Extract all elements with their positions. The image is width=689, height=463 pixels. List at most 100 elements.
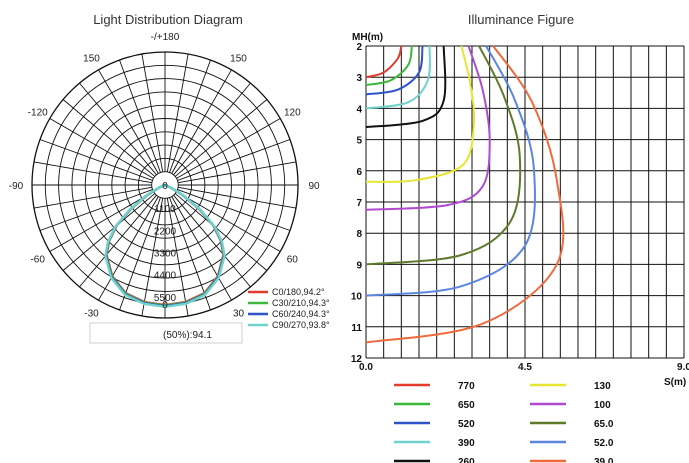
polar-legend-label: C60/240,94.3° — [272, 309, 330, 319]
polar-radial-label: 0 — [162, 181, 168, 192]
polar-angle-label: 60 — [287, 255, 299, 266]
polar-angle-label: -/+180 — [151, 32, 180, 43]
polar-angle-label: 30 — [233, 308, 245, 319]
polar-angle-label: 150 — [230, 54, 247, 65]
y-tick-label: 6 — [356, 167, 362, 178]
isolux-curve-770 — [365, 45, 403, 79]
polar-spoke — [176, 118, 281, 179]
x-tick-label: 4.5 — [518, 362, 532, 373]
polar-spoke — [174, 99, 268, 177]
isolux-curve-65.0 — [365, 45, 522, 266]
polar-spoke — [49, 191, 154, 252]
polar-radial-label: 1100 — [154, 204, 176, 215]
polar-angle-label: 150 — [83, 54, 100, 65]
isolux-curve-650 — [365, 45, 413, 86]
y-tick-label: 9 — [356, 260, 362, 271]
isolux-curve-100 — [365, 45, 491, 211]
illuminance-legend-label: 52.0 — [594, 438, 614, 449]
polar-radial-label: 4400 — [154, 271, 177, 282]
polar-spoke — [98, 69, 159, 174]
illuminance-title: Illuminance Figure — [468, 12, 574, 27]
polar-spoke — [169, 197, 211, 311]
illuminance-curves — [365, 45, 565, 344]
polar-spoke — [178, 161, 297, 184]
polar-spoke — [33, 161, 152, 184]
polar-spoke — [176, 191, 281, 252]
x-axis-label: S(m) — [664, 377, 686, 388]
polar-spoke — [39, 139, 153, 181]
y-tick-label: 3 — [356, 73, 362, 84]
polar-spoke — [174, 193, 268, 271]
polar-curve-3 — [104, 184, 226, 308]
illuminance-legend: 770 650 520 390 260 130 100 65.0 52.0 39.0 — [394, 381, 614, 463]
polar-legend-label: C30/210,94.3° — [272, 298, 330, 308]
illuminance-ticks: 2 3 4 5 6 7 8 9 10 11 120.0 4.5 9.0 — [351, 42, 689, 373]
illuminance-legend-label: 520 — [458, 419, 475, 430]
x-tick-label: 0.0 — [359, 362, 373, 373]
polar-angle-label: 90 — [308, 181, 320, 192]
polar-angle-label: -90 — [9, 181, 24, 192]
polar-spoke — [166, 198, 189, 317]
illuminance-legend-label: 770 — [458, 381, 475, 392]
polar-spoke — [62, 193, 156, 271]
polar-angle-label: -30 — [84, 308, 99, 319]
polar-spoke — [62, 99, 156, 177]
polar-grid — [31, 51, 299, 319]
y-tick-label: 2 — [356, 42, 362, 53]
illuminance-grid — [365, 45, 685, 359]
y-tick-label: 4 — [356, 104, 362, 115]
y-tick-label: 11 — [351, 323, 362, 334]
polar-angle-labels: -/+180 150 150 120 -120 -90 90 -60 60 -30 30 0 — [9, 32, 320, 319]
polar-radial-label: 2200 — [154, 226, 177, 237]
polar-spoke — [141, 53, 164, 172]
polar-angle-label: -60 — [30, 255, 45, 266]
y-tick-label: 8 — [356, 229, 362, 240]
y-tick-label: 5 — [356, 136, 362, 147]
polar-spoke — [177, 139, 291, 181]
polar-angle-label: -120 — [28, 108, 48, 119]
illuminance-legend-label: 130 — [594, 381, 611, 392]
isolux-curve-39.0 — [365, 45, 565, 344]
polar-angle-label: 0 — [162, 300, 168, 311]
polar-spoke — [177, 189, 291, 231]
polar-radial-labels: 0 1100 2200 3300 4400 5500 — [154, 181, 177, 304]
y-axis-label: MH(m) — [352, 32, 383, 43]
polar-spoke — [171, 196, 232, 301]
illuminance-legend-label: 260 — [458, 457, 475, 463]
polar-spoke — [98, 196, 159, 301]
polar-curves — [104, 183, 226, 308]
polar-spoke — [173, 82, 251, 176]
polar-diagram: Light Distribution Diagram -/+180 150 150 1… — [9, 12, 330, 344]
polar-spoke — [79, 194, 157, 288]
polar-spoke — [49, 118, 154, 179]
polar-radial-label: 5500 — [154, 293, 177, 304]
polar-spoke — [141, 198, 164, 317]
isolux-curve-130 — [365, 45, 476, 183]
illuminance-legend-label: 100 — [594, 400, 611, 411]
polar-spoke — [119, 59, 161, 173]
illuminance-legend-label: 390 — [458, 438, 475, 449]
polar-spoke — [79, 82, 157, 176]
polar-legend-label: C0/180,94.2° — [272, 287, 325, 297]
polar-spoke — [166, 53, 189, 172]
polar-spoke — [171, 69, 232, 174]
illuminance-legend-label: 39.0 — [594, 457, 614, 463]
illuminance-figure: Illuminance Figure MH(m) S(m) 2 3 4 5 6 7 8 9 10… — [351, 12, 689, 463]
polar-spoke — [173, 194, 251, 288]
polar-spoke — [39, 189, 153, 231]
beam-angle-box — [89, 322, 243, 344]
beam-angle-label: (50%):94.1 — [163, 330, 212, 341]
isolux-curve-520 — [365, 45, 424, 96]
polar-spoke — [169, 59, 211, 173]
isolux-curve-260 — [365, 45, 447, 129]
polar-radial-label: 3300 — [154, 249, 177, 260]
polar-legend-label: C90/270,93.8° — [272, 320, 330, 330]
y-tick-label: 7 — [356, 198, 362, 209]
illuminance-legend-label: 65.0 — [594, 419, 614, 430]
y-tick-label: 10 — [351, 292, 363, 303]
polar-spoke — [33, 186, 152, 209]
polar-angle-label: 120 — [284, 108, 301, 119]
illuminance-legend-label: 650 — [458, 400, 475, 411]
polar-legend: C0/180,94.2°C30/210,94.3°C60/240,94.3°C9… — [248, 287, 330, 330]
